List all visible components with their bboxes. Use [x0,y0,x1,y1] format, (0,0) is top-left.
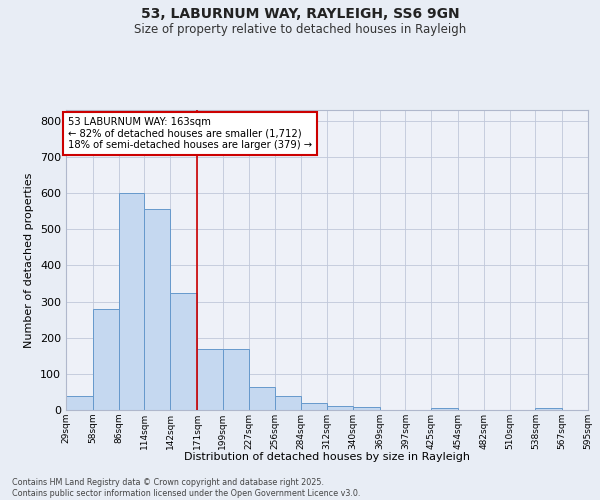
Bar [145,210,170,410]
Text: Contains HM Land Registry data © Crown copyright and database right 2025.
Contai: Contains HM Land Registry data © Crown c… [12,478,361,498]
Bar [248,386,275,410]
Bar [223,348,248,410]
Bar [431,408,458,410]
Bar [66,396,93,410]
Bar [535,408,562,410]
Text: 53 LABURNUM WAY: 163sqm
← 82% of detached houses are smaller (1,712)
18% of semi: 53 LABURNUM WAY: 163sqm ← 82% of detache… [68,117,312,150]
Bar [353,407,380,410]
Bar [275,396,301,410]
Y-axis label: Number of detached properties: Number of detached properties [25,172,34,348]
Text: 53, LABURNUM WAY, RAYLEIGH, SS6 9GN: 53, LABURNUM WAY, RAYLEIGH, SS6 9GN [140,8,460,22]
Text: Size of property relative to detached houses in Rayleigh: Size of property relative to detached ho… [134,22,466,36]
Bar [170,292,197,410]
Bar [93,309,119,410]
Bar [301,404,327,410]
X-axis label: Distribution of detached houses by size in Rayleigh: Distribution of detached houses by size … [184,452,470,462]
Bar [119,193,145,410]
Bar [197,348,223,410]
Bar [327,406,353,410]
